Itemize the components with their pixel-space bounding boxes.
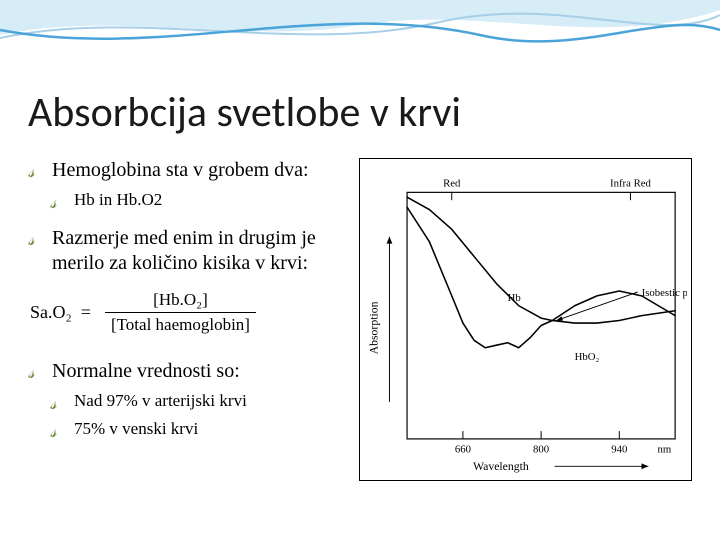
formula-lhs: Sa.O₂	[30, 302, 72, 322]
bullet-text: Hemoglobina sta v grobem dva:	[52, 159, 309, 181]
svg-text:Wavelength: Wavelength	[473, 460, 529, 473]
bullet-icon: 𝓈	[50, 191, 57, 214]
bullet-text: Normalne vrednosti so:	[52, 360, 240, 382]
svg-text:660: 660	[455, 444, 471, 456]
slide-title: Absorbcija svetlobe v krvi	[28, 90, 692, 136]
svg-text:Infra Red: Infra Red	[610, 178, 652, 190]
bullet-icon: 𝓈	[28, 160, 35, 183]
subbullet-arterial: 𝓈 Nad 97% v arterijski krvi	[50, 390, 351, 411]
svg-text:Red: Red	[443, 178, 461, 190]
bullet-hemoglobin: 𝓈 Hemoglobina sta v grobem dva:	[28, 158, 351, 183]
bullet-icon: 𝓈	[50, 392, 57, 415]
bullet-ratio: 𝓈 Razmerje med enim in drugim je merilo …	[28, 226, 351, 276]
svg-text:nm: nm	[658, 444, 672, 456]
subbullet-hb-hbo2: 𝓈 Hb in Hb.O2	[50, 189, 351, 210]
svg-text:Isobestic point: Isobestic point	[642, 287, 687, 299]
formula-numerator: [Hb.O₂]	[105, 290, 256, 313]
formula-eq: =	[81, 302, 91, 322]
absorption-chart: Red Infra Red 660 800 940 nm Wavelength Absorpt…	[359, 158, 692, 481]
text-column: 𝓈 Hemoglobina sta v grobem dva: 𝓈 Hb in …	[28, 158, 351, 481]
formula-denominator: [Total haemoglobin]	[105, 313, 256, 335]
bullet-text: Razmerje med enim in drugim je merilo za…	[52, 227, 316, 274]
bullet-text: Nad 97% v arterijski krvi	[74, 391, 247, 410]
svg-text:Absorption: Absorption	[368, 302, 381, 355]
bullet-icon: 𝓈	[50, 420, 57, 443]
bullet-text: Hb in Hb.O2	[74, 190, 162, 209]
svg-text:800: 800	[533, 444, 549, 456]
bullet-normal-values: 𝓈 Normalne vrednosti so:	[28, 359, 351, 384]
bullet-icon: 𝓈	[28, 361, 35, 384]
subbullet-venous: 𝓈 75% v venski krvi	[50, 418, 351, 439]
bullet-icon: 𝓈	[28, 228, 35, 251]
sao2-formula: Sa.O₂ = [Hb.O₂] [Total haemoglobin]	[30, 290, 351, 335]
svg-text:Hb: Hb	[508, 292, 521, 304]
bullet-text: 75% v venski krvi	[74, 419, 198, 438]
svg-text:HbO₂: HbO₂	[575, 351, 600, 363]
svg-text:940: 940	[611, 444, 627, 456]
